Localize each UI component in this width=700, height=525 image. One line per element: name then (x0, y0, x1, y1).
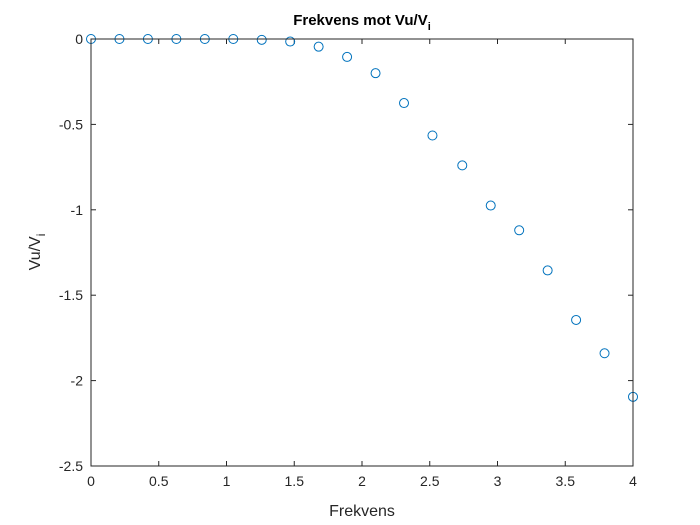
x-tick-label: 0 (87, 473, 95, 489)
data-point (399, 98, 410, 109)
x-tick-label: 2 (358, 473, 366, 489)
y-tick-label: -2 (71, 373, 84, 389)
data-point (514, 225, 525, 236)
y-axis-label: Vu/Vi (27, 234, 48, 271)
x-tick-label: 1.5 (285, 473, 305, 489)
data-point (485, 200, 496, 211)
data-point (285, 36, 296, 47)
axes-box (90, 38, 634, 467)
x-axis-ticks: 0 0.5 1 1.5 2 2.5 3 3.5 4 (87, 39, 637, 489)
data-point (256, 34, 267, 45)
y-tick-label: -2.5 (59, 458, 83, 474)
x-tick-label: 4 (629, 473, 637, 489)
data-point (313, 41, 324, 52)
data-point (542, 265, 553, 276)
x-tick-label: 2.5 (420, 473, 440, 489)
x-tick-label: 0.5 (149, 473, 169, 489)
chart-title: Frekvens mot Vu/Vi (293, 12, 431, 33)
data-point (571, 314, 582, 325)
y-tick-label: -1.5 (59, 287, 83, 303)
y-tick-label: 0 (75, 31, 83, 47)
data-point (457, 160, 468, 171)
y-tick-label: -1 (71, 202, 84, 218)
x-axis-label: Frekvens (329, 503, 395, 520)
data-point (427, 130, 438, 141)
data-point (599, 348, 610, 359)
x-tick-label: 3.5 (556, 473, 576, 489)
y-tick-label: -0.5 (59, 116, 83, 132)
x-tick-label: 1 (223, 473, 231, 489)
plot-area (91, 39, 633, 466)
data-point (342, 51, 353, 62)
x-tick-label: 3 (494, 473, 502, 489)
y-axis-ticks: 0 -0.5 -1 -1.5 -2 -2.5 (59, 31, 633, 474)
data-point (370, 68, 381, 79)
